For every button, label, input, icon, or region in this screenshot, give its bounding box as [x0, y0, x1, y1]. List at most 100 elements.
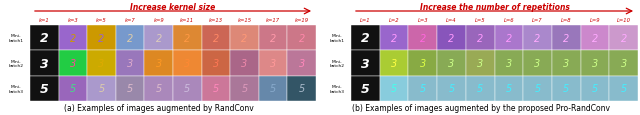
- Bar: [552, 51, 580, 76]
- Bar: [30, 76, 59, 101]
- Text: 5: 5: [361, 82, 370, 95]
- Text: 3: 3: [299, 59, 305, 68]
- Text: Mini-
batch1: Mini- batch1: [330, 34, 344, 43]
- Text: Mini-
batch2: Mini- batch2: [8, 59, 24, 68]
- Bar: [145, 76, 173, 101]
- Text: k=1: k=1: [39, 18, 50, 23]
- Text: L=8: L=8: [561, 18, 572, 23]
- Bar: [87, 26, 116, 51]
- Text: k=9: k=9: [154, 18, 164, 23]
- Bar: [495, 26, 524, 51]
- Text: 5: 5: [299, 84, 305, 93]
- Bar: [380, 26, 408, 51]
- Text: 5: 5: [534, 84, 541, 93]
- Text: 5: 5: [99, 84, 104, 93]
- Bar: [259, 76, 287, 101]
- Text: 2: 2: [299, 33, 305, 43]
- Bar: [173, 51, 202, 76]
- Text: 5: 5: [477, 84, 483, 93]
- Bar: [524, 76, 552, 101]
- Text: 5: 5: [621, 84, 627, 93]
- Text: 2: 2: [592, 33, 598, 43]
- Text: 3: 3: [449, 59, 454, 68]
- Text: 2: 2: [563, 33, 570, 43]
- Bar: [437, 76, 466, 101]
- Text: 3: 3: [563, 59, 570, 68]
- Text: L=1: L=1: [360, 18, 371, 23]
- Bar: [524, 51, 552, 76]
- Text: 2: 2: [156, 33, 162, 43]
- Bar: [524, 26, 552, 51]
- Text: k=7: k=7: [125, 18, 136, 23]
- Text: 5: 5: [40, 82, 49, 95]
- Text: (b) Examples of images augmented by the proposed Pro-RandConv: (b) Examples of images augmented by the …: [351, 104, 609, 112]
- Text: 5: 5: [127, 84, 133, 93]
- Bar: [466, 26, 495, 51]
- Text: 5: 5: [184, 84, 191, 93]
- Bar: [580, 76, 609, 101]
- Bar: [30, 26, 59, 51]
- Text: 5: 5: [270, 84, 276, 93]
- Text: 2: 2: [534, 33, 541, 43]
- Bar: [287, 26, 316, 51]
- Bar: [351, 76, 380, 101]
- Text: k=17: k=17: [266, 18, 280, 23]
- Text: 2: 2: [127, 33, 133, 43]
- Text: 2: 2: [212, 33, 219, 43]
- Bar: [230, 76, 259, 101]
- Text: 3: 3: [621, 59, 627, 68]
- Bar: [466, 51, 495, 76]
- Text: Increase the number of repetitions: Increase the number of repetitions: [420, 3, 570, 11]
- Bar: [609, 26, 638, 51]
- Text: 3: 3: [241, 59, 248, 68]
- Bar: [116, 76, 145, 101]
- Bar: [609, 51, 638, 76]
- Bar: [202, 76, 230, 101]
- Bar: [495, 51, 524, 76]
- Bar: [466, 76, 495, 101]
- Bar: [351, 51, 380, 76]
- Bar: [609, 76, 638, 101]
- Text: k=3: k=3: [68, 18, 78, 23]
- Bar: [230, 51, 259, 76]
- Bar: [580, 26, 609, 51]
- Text: L=3: L=3: [417, 18, 428, 23]
- Bar: [59, 51, 87, 76]
- Text: L=4: L=4: [446, 18, 457, 23]
- Text: 3: 3: [212, 59, 219, 68]
- Text: 2: 2: [99, 33, 104, 43]
- Text: 3: 3: [270, 59, 276, 68]
- Text: 2: 2: [40, 32, 49, 45]
- Bar: [287, 51, 316, 76]
- Text: L=10: L=10: [617, 18, 630, 23]
- Text: 3: 3: [391, 59, 397, 68]
- Text: L=7: L=7: [532, 18, 543, 23]
- Bar: [116, 26, 145, 51]
- Text: 2: 2: [241, 33, 248, 43]
- Text: 2: 2: [361, 32, 370, 45]
- Text: 3: 3: [361, 57, 370, 70]
- Text: L=6: L=6: [504, 18, 514, 23]
- Bar: [87, 76, 116, 101]
- Text: 3: 3: [127, 59, 133, 68]
- Text: 3: 3: [70, 59, 76, 68]
- Text: (a) Examples of images augmented by RandConv: (a) Examples of images augmented by Rand…: [64, 104, 254, 112]
- Text: L=9: L=9: [589, 18, 600, 23]
- Bar: [380, 76, 408, 101]
- Text: 5: 5: [391, 84, 397, 93]
- Bar: [173, 76, 202, 101]
- Bar: [230, 26, 259, 51]
- Bar: [408, 51, 437, 76]
- Text: 5: 5: [241, 84, 248, 93]
- Text: 2: 2: [506, 33, 512, 43]
- Text: 3: 3: [506, 59, 512, 68]
- Text: 5: 5: [592, 84, 598, 93]
- Text: L=2: L=2: [388, 18, 399, 23]
- Bar: [408, 76, 437, 101]
- Bar: [287, 76, 316, 101]
- Text: 5: 5: [70, 84, 76, 93]
- Text: 2: 2: [70, 33, 76, 43]
- Text: 5: 5: [420, 84, 426, 93]
- Bar: [552, 26, 580, 51]
- Text: 5: 5: [212, 84, 219, 93]
